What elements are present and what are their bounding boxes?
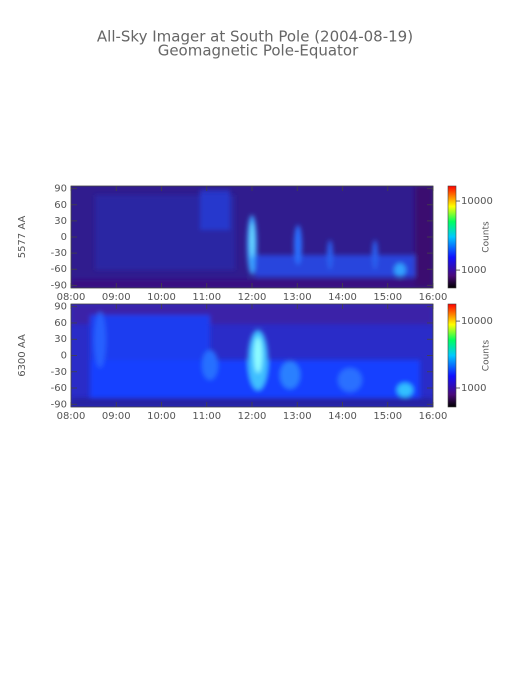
y-tick-label: -60 (51, 264, 67, 275)
y-tick-label: -90 (51, 280, 67, 291)
keogram-image (71, 186, 433, 288)
y-tick-label: 60 (54, 200, 67, 211)
x-tick-label: 11:00 (192, 411, 221, 422)
subtitle: Geomagnetic Pole-Equator (158, 42, 359, 60)
y-tick-label: 0 (61, 232, 67, 243)
x-tick-label: 10:00 (147, 411, 176, 422)
x-tick-label: 12:00 (238, 292, 267, 303)
x-tick-label: 08:00 (57, 411, 86, 422)
x-tick-label: 14:00 (328, 292, 357, 303)
y-tick-label: 30 (54, 216, 67, 227)
x-tick-label: 12:00 (238, 411, 267, 422)
colorbar-frame (447, 185, 457, 289)
title: All-Sky Imager at South Pole (2004-08-19… (97, 28, 413, 46)
y-axis-label: 5577 AA (17, 216, 28, 259)
x-tick-label: 13:00 (283, 411, 312, 422)
y-tick-label: 90 (54, 302, 67, 313)
y-axis-label: 6300 AA (17, 334, 28, 377)
x-tick-label: 11:00 (192, 292, 221, 303)
colorbar-tick-label: 1000 (461, 265, 486, 276)
y-tick-label: 30 (54, 334, 67, 345)
y-tick-label: 90 (54, 184, 67, 195)
y-tick-label: -30 (51, 367, 67, 378)
colorbar (448, 304, 456, 407)
colorbar-label: Counts (482, 339, 492, 371)
colorbar-tick-label: 1000 (461, 383, 486, 394)
y-tick-label: -60 (51, 383, 67, 394)
colorbar-tick-label: 10000 (461, 196, 493, 207)
y-tick-label: -30 (51, 248, 67, 259)
x-tick-label: 14:00 (328, 411, 357, 422)
x-tick-label: 16:00 (419, 292, 448, 303)
x-tick-label: 10:00 (147, 292, 176, 303)
colorbar-frame (447, 303, 457, 408)
x-tick-label: 16:00 (419, 411, 448, 422)
x-tick-label: 08:00 (57, 292, 86, 303)
x-tick-label: 15:00 (373, 292, 402, 303)
colorbar (448, 186, 456, 288)
x-tick-label: 15:00 (373, 411, 402, 422)
y-tick-label: -90 (51, 399, 67, 410)
colorbar-label: Counts (482, 221, 492, 253)
colorbar-tick-label: 10000 (461, 316, 493, 327)
x-tick-label: 09:00 (102, 411, 131, 422)
y-tick-label: 60 (54, 318, 67, 329)
keogram-image (71, 304, 433, 407)
x-tick-label: 13:00 (283, 292, 312, 303)
x-tick-label: 09:00 (102, 292, 131, 303)
y-tick-label: 0 (61, 351, 67, 362)
